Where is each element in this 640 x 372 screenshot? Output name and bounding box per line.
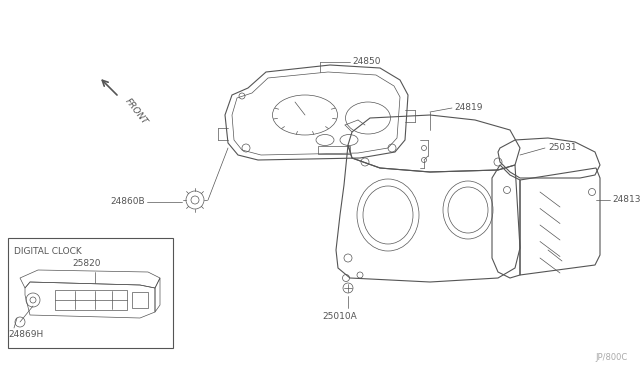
Bar [132, 292, 148, 308]
Text: FRONT: FRONT [123, 97, 149, 127]
Text: 24813: 24813 [612, 196, 640, 205]
Text: 24819: 24819 [454, 103, 483, 112]
Text: 24850: 24850 [352, 58, 381, 67]
Text: 25010A: 25010A [323, 312, 357, 321]
Bar [8, 238, 173, 348]
Bar [55, 290, 127, 310]
Text: 25820: 25820 [73, 259, 101, 268]
Text: 24860B: 24860B [110, 198, 145, 206]
Bar [318, 146, 350, 154]
Text: DIGITAL CLOCK: DIGITAL CLOCK [14, 247, 82, 256]
Text: 24869H: 24869H [8, 330, 44, 339]
Text: 25031: 25031 [548, 144, 577, 153]
Text: JP/800C: JP/800C [596, 353, 628, 362]
